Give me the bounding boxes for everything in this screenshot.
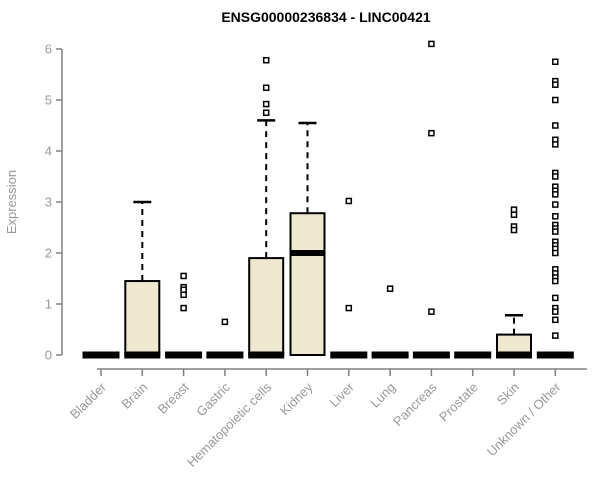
box-group-gastric (206, 318, 244, 359)
x-tick-label-skin: Skin (494, 380, 522, 408)
collapsed-box (206, 351, 244, 359)
median-line (248, 351, 285, 359)
outlier-point (180, 304, 187, 312)
x-tick-label-kidney: Kidney (277, 379, 316, 418)
outlier-point (262, 109, 270, 116)
outlier-point (552, 294, 559, 302)
outlier-point (262, 100, 270, 108)
outlier-point (386, 285, 394, 292)
x-tick-label-bladder: Bladder (67, 379, 110, 422)
chart-title: ENSG00000236834 - LINC00421 (221, 9, 431, 25)
collapsed-box (536, 351, 574, 359)
outlier-point (552, 191, 559, 198)
box-group-kidney (289, 121, 326, 356)
outlier-point (510, 226, 518, 234)
x-tick-label-prostate: Prostate (436, 380, 481, 425)
outlier-point (552, 201, 559, 208)
outlier-point (262, 84, 270, 92)
y-tick-label: 0 (45, 348, 52, 363)
y-tick-label: 6 (45, 42, 52, 57)
outlier-point (552, 81, 559, 88)
box-group-lung (371, 285, 409, 359)
outlier-point (180, 291, 187, 299)
x-tick-label-brain: Brain (118, 380, 150, 412)
x-tick-label-gastric: Gastric (193, 379, 233, 419)
box-group-breast (165, 272, 203, 359)
box-group-brain (124, 200, 161, 359)
outlier-point (345, 304, 353, 312)
box (289, 212, 326, 356)
outlier-point (428, 40, 435, 48)
outlier-point (552, 96, 559, 104)
collapsed-box (165, 351, 203, 359)
outlier-point (180, 272, 187, 280)
outlier-point (552, 58, 559, 65)
box-group-prostate (454, 351, 492, 359)
box-group-skin (496, 206, 532, 359)
outlier-point (262, 56, 270, 64)
median-line (289, 250, 326, 256)
box-group-unknown-other (536, 58, 574, 359)
median-line (124, 351, 161, 359)
y-tick-label: 3 (45, 195, 52, 210)
x-tick-label-breast: Breast (155, 379, 192, 416)
outlier-point (552, 308, 559, 315)
outlier-point (428, 308, 435, 315)
x-tick-label-pancreas: Pancreas (390, 379, 440, 429)
outlier-point (552, 249, 559, 257)
outlier-point (428, 129, 435, 137)
outlier-point (552, 228, 559, 235)
outlier-point (552, 332, 559, 339)
box-group-bladder (82, 351, 120, 359)
y-axis: 0 1 2 3 4 5 6 Expression (4, 42, 63, 363)
box-group-liver (330, 197, 368, 359)
y-tick-label: 4 (45, 144, 52, 159)
outlier-point (552, 122, 559, 129)
outlier-point (552, 213, 559, 220)
outlier-point (552, 173, 559, 180)
outlier-point (552, 277, 559, 285)
x-tick-label-liver: Liver (326, 379, 357, 410)
y-tick-label: 5 (45, 93, 52, 108)
y-axis-label: Expression (4, 170, 19, 234)
outlier-point (345, 197, 353, 205)
box-group-hematopoietic-cells (248, 56, 285, 359)
box (248, 257, 285, 357)
median-line (496, 351, 532, 359)
collapsed-box (371, 351, 409, 359)
outlier-point (552, 141, 559, 148)
x-tick-label-unknown-other: Unknown / Other (484, 379, 564, 459)
collapsed-box (82, 351, 120, 359)
collapsed-box (454, 351, 492, 359)
y-tick-label: 1 (45, 297, 52, 312)
outlier-point (180, 286, 187, 293)
outlier-point (510, 211, 518, 218)
y-tick-label: 2 (45, 246, 52, 261)
outlier-point (510, 206, 518, 213)
outlier-point (552, 316, 559, 324)
collapsed-box (330, 351, 368, 359)
box (124, 280, 161, 356)
x-tick-label-lung: Lung (367, 380, 398, 411)
outlier-point (221, 318, 229, 326)
box-group-pancreas (412, 40, 450, 359)
collapsed-box (412, 351, 450, 359)
